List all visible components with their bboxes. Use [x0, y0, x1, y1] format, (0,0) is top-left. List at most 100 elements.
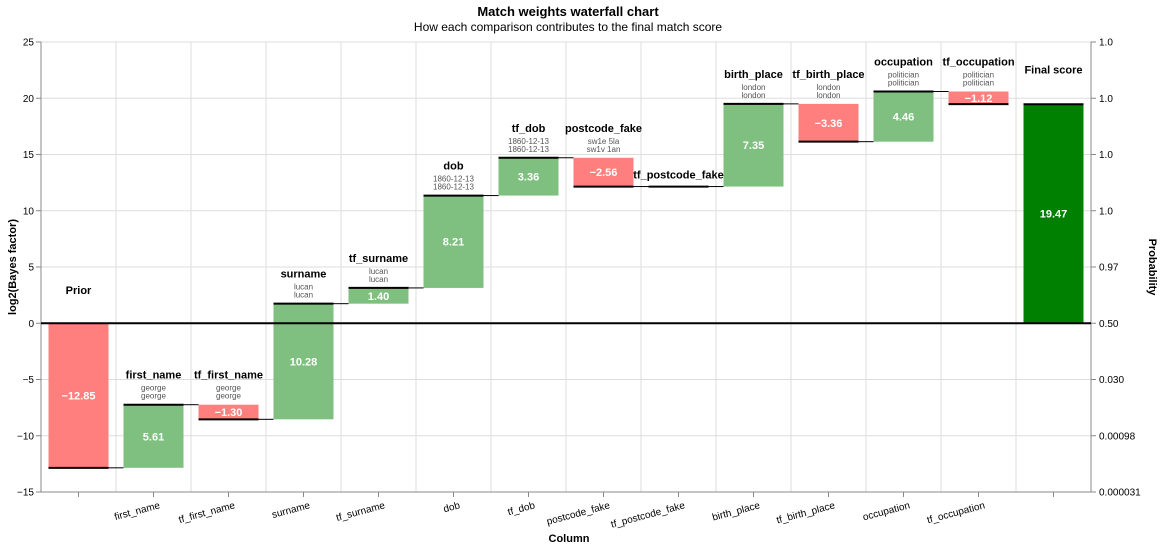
- bar-column-label: Final score: [1024, 65, 1082, 77]
- bars-layer: −12.85Prior5.61georgegeorgefirst_name−1.…: [48, 57, 1084, 469]
- y-tick-label: 0: [28, 319, 34, 330]
- x-tick-label: occupation: [862, 500, 912, 523]
- bar-first_name: [123, 404, 184, 468]
- bar-detail-2: london: [816, 91, 840, 100]
- y-tick-label: 20: [23, 94, 35, 105]
- bar-value-label: 8.21: [443, 237, 464, 249]
- x-tick-label: tf_postcode_fake: [610, 500, 687, 530]
- bar-value-label: 3.36: [518, 172, 539, 184]
- x-tick-label: birth_place: [711, 500, 762, 523]
- right-tick-label: 0.030: [1099, 375, 1124, 386]
- bar-column-label: postcode_fake: [565, 123, 642, 135]
- bar-detail-1: george: [216, 384, 241, 393]
- bar-Prior: [48, 323, 109, 468]
- right-tick-label: 1.0: [1099, 94, 1113, 105]
- bar-detail-2: london: [741, 91, 765, 100]
- bar-column-label: tf_birth_place: [792, 69, 864, 81]
- bar-column-label: tf_occupation: [942, 57, 1014, 69]
- y-tick-label: −10: [17, 431, 34, 442]
- y-tick-label: −15: [17, 488, 34, 499]
- bar-birth_place: [723, 103, 784, 187]
- bar-value-label: 1.40: [368, 291, 389, 303]
- bar-value-label: 10.28: [290, 357, 318, 369]
- x-tick-label: surname: [271, 500, 312, 521]
- y-tick-label: 5: [28, 263, 34, 274]
- x-axis-title: Column: [549, 533, 590, 545]
- bar-tf_first_name: [198, 404, 259, 420]
- bar-tf_occupation: [948, 91, 1009, 105]
- bar-detail-2: george: [141, 392, 166, 401]
- bar-column-label: tf_surname: [349, 253, 408, 265]
- bar-detail-2: 1860-12-13: [433, 183, 474, 192]
- bar-column-label: Prior: [66, 285, 92, 297]
- bar-detail-2: politician: [888, 79, 919, 88]
- bar-postcode_fake: [573, 157, 634, 187]
- x-tick-label: tf_birth_place: [775, 500, 836, 526]
- bar-column-label: tf_dob: [512, 123, 546, 135]
- bar-value-label: −12.85: [62, 391, 96, 403]
- bar-tf_surname: [348, 287, 409, 304]
- bar-value-label: −1.30: [215, 407, 243, 419]
- x-tick-label: tf_dob: [507, 500, 537, 518]
- bar-detail-1: 1860-12-13: [508, 137, 549, 146]
- y-tick-label: −5: [23, 375, 35, 386]
- bar-column-label: dob: [443, 161, 463, 173]
- bar-value-label: 5.61: [143, 431, 164, 443]
- bar-column-label: tf_postcode_fake: [633, 170, 723, 182]
- bar-dob: [423, 195, 484, 288]
- right-tick-label: 0.50: [1099, 319, 1119, 330]
- bar-tf_birth_place: [798, 103, 859, 142]
- x-tick-label: postcode_fake: [546, 500, 612, 528]
- right-tick-label: 1.0: [1099, 150, 1113, 161]
- x-tick-label: first_name: [113, 500, 161, 523]
- bar-value-label: 19.47: [1040, 209, 1068, 221]
- bar-column-label: birth_place: [724, 69, 783, 81]
- bar-value-label: −1.12: [965, 93, 993, 105]
- bar-detail-1: sw1e 5la: [588, 137, 620, 146]
- bar-value-label: 7.35: [743, 140, 764, 152]
- y-axis-title: log2(Bayes factor): [7, 219, 19, 315]
- chart-title: Match weights waterfall chart: [477, 4, 659, 19]
- right-tick-label: 0.000031: [1099, 488, 1141, 499]
- right-tick-label: 0.97: [1099, 263, 1119, 274]
- right-tick-label: 1.0: [1099, 206, 1113, 217]
- bar-detail-1: london: [816, 83, 840, 92]
- right-tick-label: 1.0: [1099, 38, 1113, 49]
- y-tick-label: 15: [23, 150, 35, 161]
- bar-detail-1: politician: [963, 71, 994, 80]
- bar-column-label: surname: [281, 269, 327, 281]
- bar-detail-1: george: [141, 384, 166, 393]
- chart-subtitle: How each comparison contributes to the f…: [414, 20, 722, 34]
- bar-detail-1: lucan: [369, 267, 388, 276]
- bar-detail-2: 1860-12-13: [508, 145, 549, 154]
- bar-tf_dob: [498, 157, 559, 196]
- bar-detail-1: lucan: [294, 283, 313, 292]
- axes-layer: −15 −10 −5 0 5 10 15 20 25 0.000031 0.00098 0.030 0.…: [17, 38, 1141, 531]
- bar-column-label: tf_first_name: [194, 370, 263, 382]
- bar-column-label: first_name: [126, 370, 182, 382]
- bar-value-label: 4.46: [893, 112, 914, 124]
- bar-value-label: −3.36: [815, 118, 843, 130]
- bar-detail-2: lucan: [294, 291, 313, 300]
- right-axis-title: Probability: [1146, 239, 1158, 297]
- right-tick-label: 0.00098: [1099, 431, 1136, 442]
- bar-detail-2: george: [216, 392, 241, 401]
- x-tick-label: tf_first_name: [178, 500, 237, 526]
- x-tick-label: tf_occupation: [926, 500, 986, 526]
- x-tick-label: tf_surname: [335, 500, 387, 524]
- bar-Final score: [1023, 104, 1084, 324]
- y-tick-label: 10: [23, 206, 35, 217]
- x-tick-label: dob: [442, 500, 461, 515]
- bar-detail-1: 1860-12-13: [433, 175, 474, 184]
- bar-detail-1: politician: [888, 71, 919, 80]
- y-tick-label: 25: [23, 38, 35, 49]
- bar-column-label: occupation: [874, 57, 933, 69]
- bar-detail-2: sw1v 1an: [587, 145, 621, 154]
- bar-value-label: −2.56: [590, 167, 618, 179]
- bar-occupation: [873, 91, 934, 142]
- bar-detail-2: politician: [963, 79, 994, 88]
- bar-detail-1: london: [741, 83, 765, 92]
- bar-detail-2: lucan: [369, 275, 388, 284]
